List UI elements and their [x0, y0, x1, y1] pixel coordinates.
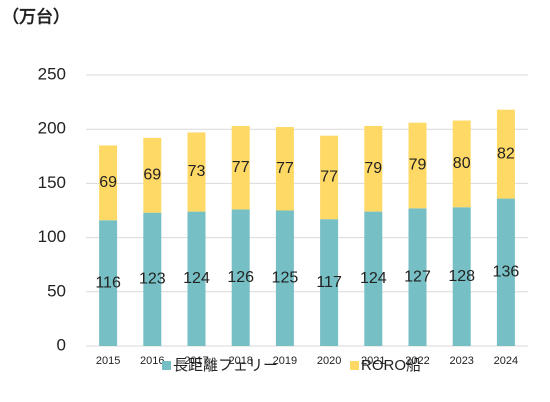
x-tick-label: 2023: [449, 355, 473, 367]
data-label: 69: [99, 174, 117, 191]
x-tick-label: 2021: [361, 355, 385, 367]
data-label: 124: [360, 270, 387, 287]
data-label: 127: [404, 268, 431, 285]
bar-segment: [187, 132, 206, 212]
legend-label: RORO船: [361, 357, 421, 374]
bar-segment: [99, 220, 118, 346]
legend-label: 長距離フェリー: [173, 356, 278, 374]
x-tick-label: 2024: [494, 355, 518, 367]
bar-segment: [496, 109, 515, 199]
bar-segment: [231, 125, 250, 210]
data-label: 125: [272, 269, 299, 286]
bar-segment: [99, 145, 118, 221]
bar-segment: [364, 211, 383, 346]
data-label: 73: [188, 163, 206, 180]
bar-segment: [408, 208, 427, 346]
data-label: 77: [320, 169, 338, 186]
data-label: 69: [143, 166, 161, 183]
y-tick-label: 150: [38, 173, 66, 192]
bar-segment: [143, 137, 162, 213]
y-tick-label: 100: [38, 227, 66, 246]
data-label: 79: [364, 160, 382, 177]
y-tick-label: 0: [57, 335, 66, 354]
data-label: 80: [453, 155, 471, 172]
bar-segment: [275, 210, 294, 346]
x-tick-label: 2016: [140, 355, 164, 367]
x-tick-label: 2015: [96, 355, 120, 367]
data-label: 128: [448, 268, 475, 285]
legend-swatch: [350, 361, 359, 370]
x-tick-label: 2018: [228, 355, 252, 367]
unit-label: （万台）: [2, 6, 70, 26]
x-tick-label: 2017: [184, 355, 208, 367]
bar-segment: [452, 207, 471, 346]
data-label: 77: [232, 159, 250, 176]
data-label: 124: [183, 270, 210, 287]
y-tick-label: 200: [38, 119, 66, 138]
x-tick-label: 2022: [405, 355, 429, 367]
data-label: 82: [497, 145, 515, 162]
x-tick-label: 2019: [273, 355, 297, 367]
data-label: 117: [316, 274, 342, 291]
bar-segment: [496, 198, 515, 346]
bar-segment: [275, 127, 294, 211]
data-label: 123: [139, 271, 166, 288]
data-label: 116: [95, 274, 121, 291]
legend-swatch: [162, 361, 171, 370]
bar-segment: [408, 122, 427, 209]
bar-segment: [231, 209, 250, 346]
data-label: 79: [409, 157, 427, 174]
x-tick-label: 2020: [317, 355, 341, 367]
data-label: 77: [276, 160, 294, 177]
bar-segment: [187, 211, 206, 346]
bar-segment: [320, 135, 339, 220]
bar-segment: [320, 219, 339, 346]
y-tick-label: 50: [47, 281, 66, 300]
data-label: 126: [227, 269, 254, 286]
bar-segment: [143, 212, 162, 346]
bar-segment: [364, 125, 383, 212]
y-tick-label: 250: [38, 64, 66, 83]
data-label: 136: [493, 264, 520, 281]
bar-segment: [452, 120, 471, 208]
